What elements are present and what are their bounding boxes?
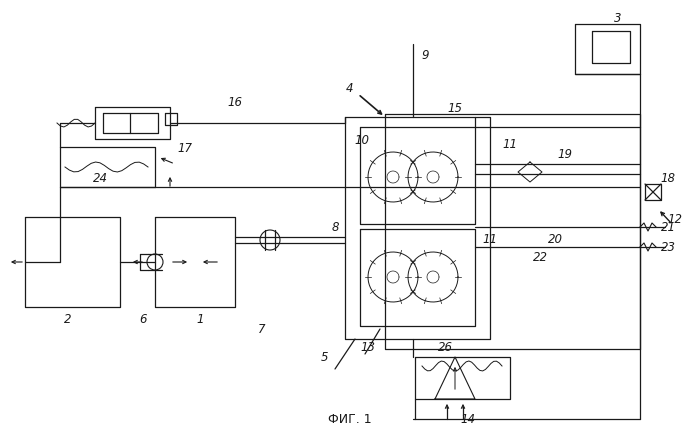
Text: 5: 5 <box>322 351 329 364</box>
Text: 22: 22 <box>533 251 547 264</box>
Text: ФИГ. 1: ФИГ. 1 <box>329 412 372 426</box>
Text: 23: 23 <box>661 241 675 254</box>
Text: 4: 4 <box>346 81 354 94</box>
Text: 2: 2 <box>64 313 72 326</box>
Text: 19: 19 <box>558 148 572 161</box>
Text: 7: 7 <box>258 323 266 336</box>
Text: 13: 13 <box>361 341 375 354</box>
Text: 10: 10 <box>354 133 370 146</box>
Text: 26: 26 <box>438 341 452 354</box>
Text: 15: 15 <box>447 101 463 114</box>
Text: 20: 20 <box>547 233 563 246</box>
Text: 8: 8 <box>331 221 339 234</box>
Text: 14: 14 <box>461 412 475 426</box>
Text: 3: 3 <box>614 12 621 25</box>
Text: 12: 12 <box>668 213 682 226</box>
Text: 21: 21 <box>661 221 675 234</box>
Text: 6: 6 <box>139 313 147 326</box>
Text: 16: 16 <box>227 95 243 108</box>
Text: 11: 11 <box>503 138 517 151</box>
Text: 11: 11 <box>482 233 498 246</box>
Text: 9: 9 <box>421 49 428 61</box>
Text: 17: 17 <box>178 141 192 154</box>
Text: 1: 1 <box>196 313 203 326</box>
Text: 24: 24 <box>92 171 108 184</box>
Text: 18: 18 <box>661 171 675 184</box>
